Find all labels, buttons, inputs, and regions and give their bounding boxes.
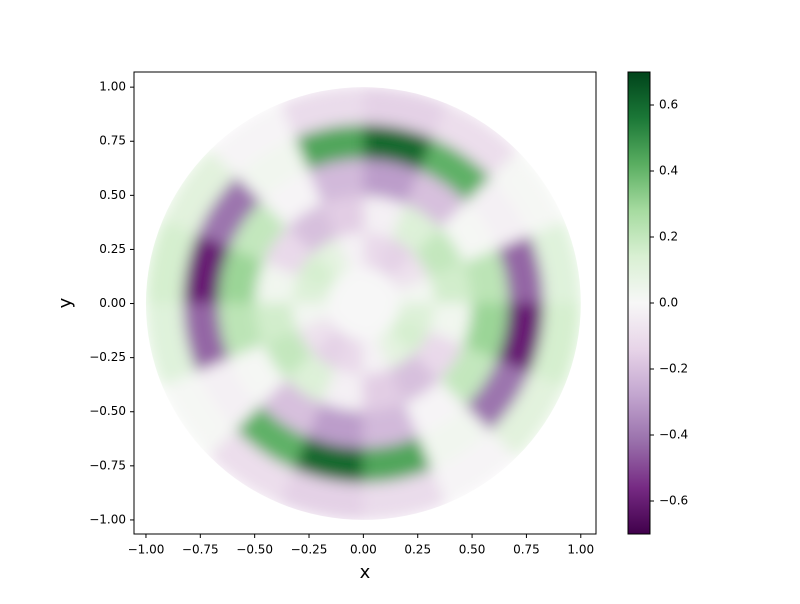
x-tick-label: −1.00 xyxy=(128,543,165,557)
x-tick-label: −0.25 xyxy=(291,543,328,557)
x-tick-label: 0.00 xyxy=(350,543,377,557)
y-tick-label: −0.75 xyxy=(89,458,126,472)
colorbar-tick-label: 0.4 xyxy=(659,164,678,178)
x-tick-label: 0.75 xyxy=(513,543,540,557)
x-tick-label: −0.50 xyxy=(236,543,273,557)
axes-frame xyxy=(133,71,597,535)
x-tick-label: 0.25 xyxy=(404,543,431,557)
y-tick-label: 0.75 xyxy=(99,134,126,148)
y-tick-label: 0.00 xyxy=(99,296,126,310)
y-tick-label: −0.50 xyxy=(89,404,126,418)
colorbar-tick-label: 0.0 xyxy=(659,296,678,310)
colorbar xyxy=(627,71,651,535)
x-tick-label: 1.00 xyxy=(567,543,594,557)
y-tick-label: 0.50 xyxy=(99,188,126,202)
field xyxy=(145,87,581,520)
colorbar-tick-label: 0.6 xyxy=(659,98,678,112)
cells xyxy=(145,87,581,520)
colorbar-tick-label: 0.2 xyxy=(659,230,678,244)
y-tick-label: 1.00 xyxy=(99,80,126,94)
x-tick-label: −0.75 xyxy=(182,543,219,557)
colorbar-tick-label: −0.6 xyxy=(659,494,688,508)
y-tick-label: 0.25 xyxy=(99,242,126,256)
y-tick-label: −0.25 xyxy=(89,350,126,364)
x-axis-label: x xyxy=(360,562,371,583)
x-tick-label: 0.50 xyxy=(459,543,486,557)
y-tick-label: −1.00 xyxy=(89,512,126,526)
colorbar-tick-label: −0.2 xyxy=(659,362,688,376)
y-axis-label: y xyxy=(55,297,76,308)
field-cell xyxy=(529,303,581,388)
colorbar-tick-label: −0.4 xyxy=(659,428,688,442)
